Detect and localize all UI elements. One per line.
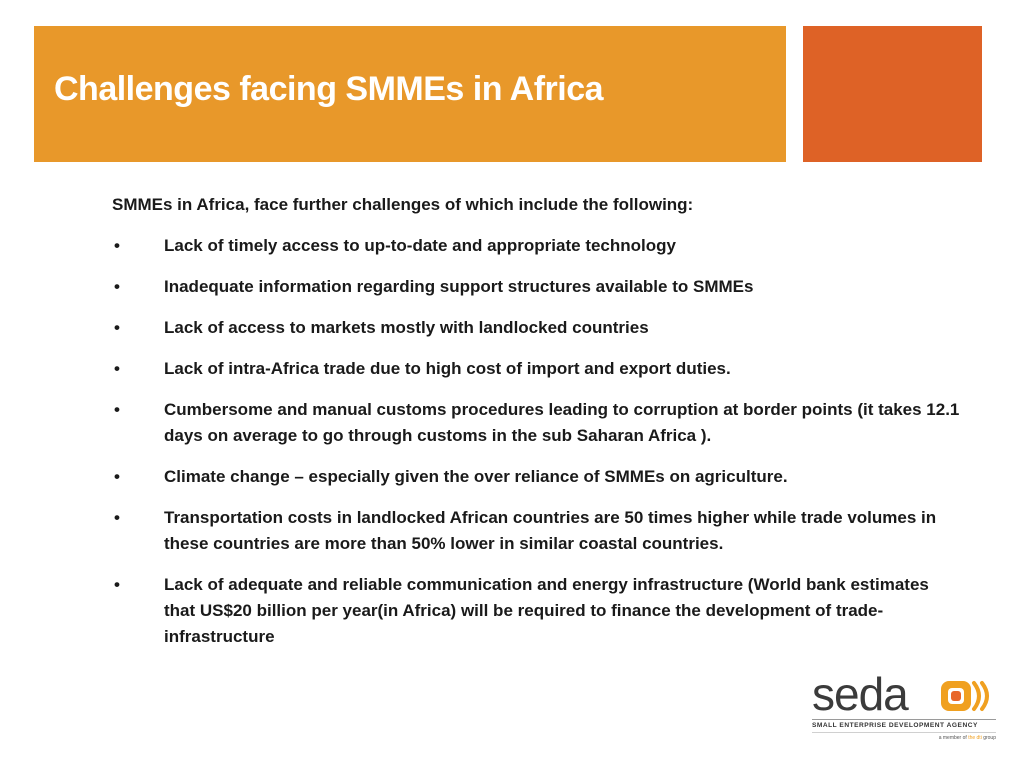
bullet-marker: • [114,400,120,419]
seda-logo: seda SMALL ENTERPRISE DEVELOPMENT AGENCY… [812,668,998,742]
bullet-marker: • [114,318,120,337]
member-suffix: group [983,735,996,741]
seda-emblem-icon [941,681,989,711]
accent-block [803,26,982,162]
logo-tagline: SMALL ENTERPRISE DEVELOPMENT AGENCY [812,722,978,729]
bullet-marker: • [114,359,120,378]
challenge-text: Cumbersome and manual customs procedures… [164,400,960,445]
member-prefix: a member of [938,735,967,741]
challenge-item: • Cumbersome and manual customs procedure… [112,397,962,449]
bullet-marker: • [114,575,120,594]
logo-divider [812,719,996,720]
logo-member-line: a member of the dti group [939,735,996,741]
title-banner [34,26,786,162]
challenge-item: • Lack of access to markets mostly with l… [112,315,962,341]
challenge-text: Lack of timely access to up-to-date and … [164,236,676,255]
challenge-text: Lack of intra-Africa trade due to high c… [164,359,731,378]
challenge-text: Lack of adequate and reliable communicat… [164,575,929,646]
member-org: the dti [968,735,982,741]
bullet-marker: • [114,467,120,486]
logo-divider [812,732,996,733]
logo-wordmark: seda [812,668,909,720]
bullet-marker: • [114,277,120,296]
challenge-item: • Lack of timely access to up-to-date and… [112,233,962,259]
intro-text: SMMEs in Africa, face further challenges… [112,195,694,214]
challenge-list: • Lack of timely access to up-to-date and… [112,233,962,650]
challenge-text: Inadequate information regarding support… [164,277,754,296]
challenge-item: • Lack of intra-Africa trade due to high … [112,356,962,382]
bullet-marker: • [114,236,120,255]
slide-body: SMMEs in Africa, face further challenges… [112,192,962,665]
bullet-marker: • [114,508,120,527]
challenge-item: • Transportation costs in landlocked Afri… [112,505,962,557]
challenge-item: • Lack of adequate and reliable communica… [112,572,962,650]
challenge-text: Transportation costs in landlocked Afric… [164,508,937,553]
slide-title: Challenges facing SMMEs in Africa [54,70,604,108]
challenge-text: Lack of access to markets mostly with la… [164,318,649,337]
challenge-text: Climate change – especially given the ov… [164,467,788,486]
challenge-item: • Inadequate information regarding suppor… [112,274,962,300]
challenge-item: • Climate change – especially given the o… [112,464,962,490]
